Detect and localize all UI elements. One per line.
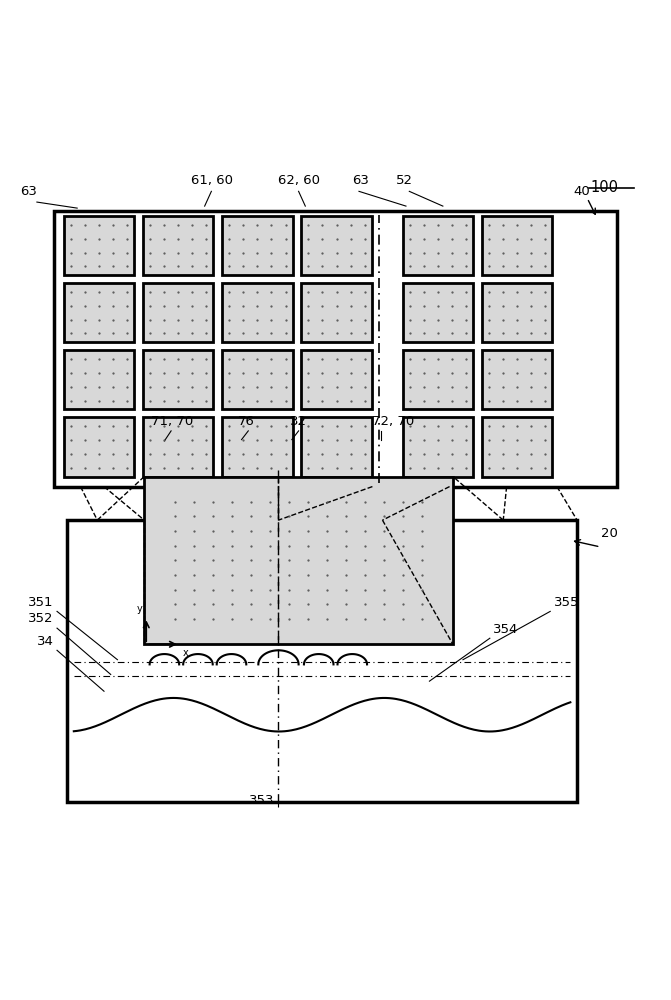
FancyBboxPatch shape: [222, 417, 293, 477]
FancyBboxPatch shape: [143, 350, 213, 409]
FancyBboxPatch shape: [143, 417, 213, 477]
FancyBboxPatch shape: [222, 216, 293, 275]
Text: 351: 351: [28, 596, 54, 609]
FancyBboxPatch shape: [482, 417, 552, 477]
FancyBboxPatch shape: [403, 417, 473, 477]
Text: 352: 352: [28, 612, 54, 625]
FancyBboxPatch shape: [222, 350, 293, 409]
FancyBboxPatch shape: [482, 350, 552, 409]
FancyBboxPatch shape: [54, 211, 617, 487]
Text: 40: 40: [574, 185, 590, 198]
FancyBboxPatch shape: [143, 283, 213, 342]
Text: 63: 63: [20, 185, 37, 198]
FancyBboxPatch shape: [67, 520, 577, 802]
Text: 76: 76: [238, 415, 255, 428]
FancyBboxPatch shape: [482, 216, 552, 275]
FancyBboxPatch shape: [403, 216, 473, 275]
Text: 52: 52: [396, 174, 413, 187]
FancyBboxPatch shape: [64, 283, 134, 342]
Text: y: y: [137, 604, 143, 614]
FancyBboxPatch shape: [301, 283, 372, 342]
Text: x: x: [183, 648, 189, 658]
FancyBboxPatch shape: [301, 417, 372, 477]
Text: 62, 60: 62, 60: [278, 174, 321, 187]
Text: 71, 70: 71, 70: [151, 415, 193, 428]
Text: 353: 353: [249, 794, 274, 807]
FancyBboxPatch shape: [301, 216, 372, 275]
Text: 20: 20: [601, 527, 617, 540]
FancyBboxPatch shape: [64, 216, 134, 275]
FancyBboxPatch shape: [64, 350, 134, 409]
Text: 72, 70: 72, 70: [372, 415, 415, 428]
Text: 61, 60: 61, 60: [191, 174, 234, 187]
FancyBboxPatch shape: [143, 216, 213, 275]
Text: 34: 34: [37, 635, 54, 648]
FancyBboxPatch shape: [301, 350, 372, 409]
FancyBboxPatch shape: [403, 350, 473, 409]
Text: 32: 32: [290, 415, 307, 428]
Text: 354: 354: [493, 623, 519, 636]
Text: 355: 355: [554, 596, 579, 609]
FancyBboxPatch shape: [403, 283, 473, 342]
Text: 100: 100: [590, 180, 619, 195]
FancyBboxPatch shape: [144, 477, 453, 644]
Text: 63: 63: [352, 174, 369, 187]
FancyBboxPatch shape: [222, 283, 293, 342]
FancyBboxPatch shape: [482, 283, 552, 342]
FancyBboxPatch shape: [64, 417, 134, 477]
